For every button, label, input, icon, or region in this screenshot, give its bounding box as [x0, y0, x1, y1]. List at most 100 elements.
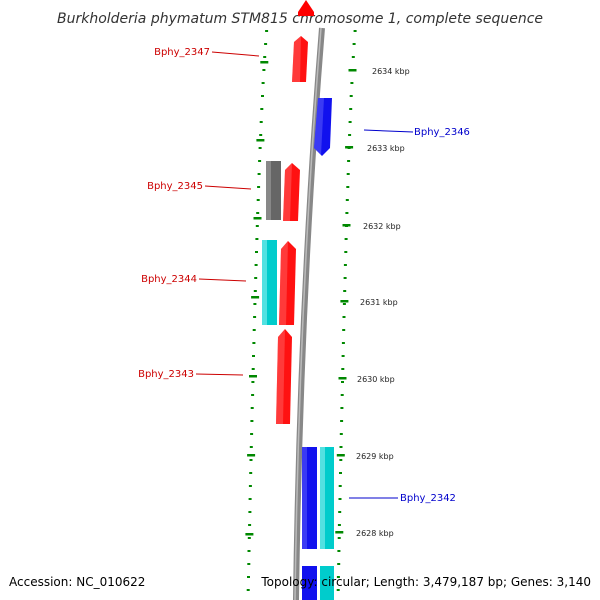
accession-text: Accession: NC_010622 — [9, 575, 145, 589]
right-ring-major-tick — [335, 531, 344, 534]
gene-bphy-2343[interactable] — [276, 329, 292, 424]
left-ring-minor-tick — [249, 446, 253, 448]
left-ring-minor-tick — [261, 95, 264, 97]
right-ring-minor-tick — [338, 485, 342, 487]
right-ring-minor-tick — [349, 108, 353, 110]
right-ring-major-tick — [348, 69, 357, 72]
right-ring-minor-tick — [339, 472, 342, 474]
left-ring-minor-tick — [251, 381, 255, 383]
tick-label: 2634 kbp — [372, 67, 410, 76]
left-ring-minor-tick — [251, 394, 255, 396]
right-ring-minor-tick — [346, 173, 350, 175]
right-ring-major-tick — [345, 146, 354, 149]
right-ring-minor-tick — [340, 420, 344, 422]
gene-bphy-2346[interactable] — [314, 98, 332, 156]
feature-cyan-2344[interactable] — [262, 240, 277, 325]
gene-bottom-partial[interactable] — [302, 566, 334, 600]
left-ring-minor-tick — [253, 290, 257, 292]
right-ring-minor-tick — [341, 381, 344, 383]
left-ring-minor-tick — [264, 43, 268, 45]
left-ring-minor-tick — [252, 329, 256, 331]
label-bphy-2344[interactable]: Bphy_2344 — [141, 274, 247, 285]
left-ring-minor-tick — [261, 82, 265, 84]
gene-label-text[interactable]: Bphy_2343 — [138, 369, 194, 380]
left-ring-major-tick — [260, 61, 269, 64]
label-bphy-2343[interactable]: Bphy_2343 — [138, 369, 244, 380]
left-ring-major-tick — [256, 139, 265, 142]
left-ring-minor-tick — [254, 264, 258, 266]
left-ring-minor-tick — [247, 576, 250, 578]
left-ring-minor-tick — [248, 485, 252, 487]
left-ring-minor-tick — [247, 537, 251, 539]
right-ring-minor-tick — [341, 368, 345, 370]
left-ring-minor-tick — [255, 238, 259, 240]
right-ring-minor-tick — [343, 290, 347, 292]
right-ring-minor-tick — [345, 212, 349, 214]
right-ring-minor-tick — [340, 407, 344, 409]
right-ring-minor-tick — [336, 589, 340, 591]
right-ring-minor-tick — [337, 550, 341, 552]
label-bphy-2342[interactable]: Bphy_2342 — [349, 493, 456, 504]
right-ring-minor-tick — [348, 134, 352, 136]
gene-bphy-2345[interactable] — [283, 163, 300, 221]
right-ring-minor-tick — [349, 95, 353, 97]
left-ring-minor-tick — [262, 69, 266, 71]
left-ring-minor-tick — [265, 30, 269, 32]
left-ring-minor-tick — [249, 459, 253, 461]
right-ring-minor-tick — [338, 498, 342, 500]
gene-label-text[interactable]: Bphy_2346 — [414, 127, 470, 138]
label-bphy-2347[interactable]: Bphy_2347 — [154, 47, 260, 58]
gene-arrow-top[interactable] — [298, 0, 314, 16]
left-ring-minor-tick — [258, 160, 262, 162]
feature-cyan-2342[interactable] — [320, 447, 334, 549]
left-ring-major-tick — [249, 375, 257, 378]
gene-label-text[interactable]: Bphy_2344 — [141, 274, 197, 285]
label-bphy-2345[interactable]: Bphy_2345 — [147, 181, 252, 192]
map-title: Burkholderia phymatum STM815 chromosome … — [57, 11, 543, 27]
gene-label-text[interactable]: Bphy_2347 — [154, 47, 210, 58]
gene-bphy-2347[interactable] — [292, 36, 308, 82]
left-ring-minor-tick — [248, 498, 252, 500]
tick-label: 2633 kbp — [367, 144, 405, 153]
tick-label: 2631 kbp — [360, 298, 398, 307]
right-ring-minor-tick — [346, 186, 350, 188]
tick-label: 2632 kbp — [363, 222, 401, 231]
right-ring-minor-tick — [348, 121, 352, 123]
gene-bphy-2342[interactable] — [302, 447, 317, 549]
right-ring-major-tick — [342, 224, 351, 227]
right-ring-minor-tick — [337, 563, 341, 565]
left-ring-minor-tick — [258, 147, 262, 149]
left-ring-major-tick — [245, 533, 254, 536]
right-ring-major-tick — [340, 300, 349, 303]
left-ring-minor-tick — [246, 589, 250, 591]
label-bphy-2346[interactable]: Bphy_2346 — [363, 127, 470, 138]
left-ring-minor-tick — [260, 108, 264, 110]
right-ring-minor-tick — [352, 43, 356, 45]
topology-text: Topology: circular; Length: 3,479,187 bp… — [260, 575, 591, 589]
right-ring-minor-tick — [351, 56, 355, 58]
right-ring-minor-tick — [338, 511, 342, 513]
right-ring-minor-tick — [343, 264, 347, 266]
right-ring-minor-tick — [339, 446, 343, 448]
gene-bphy-2344[interactable] — [279, 241, 296, 325]
right-ring-minor-tick — [344, 251, 348, 253]
gene-label-text[interactable]: Bphy_2345 — [147, 181, 203, 192]
left-ring-minor-tick — [249, 472, 253, 474]
left-ring-minor-tick — [250, 433, 254, 435]
gene-label-text[interactable]: Bphy_2342 — [400, 493, 456, 504]
chromosome-backbone-highlight — [294, 27, 322, 600]
right-ring-minor-tick — [350, 82, 354, 84]
right-ring-major-tick — [336, 454, 345, 457]
right-ring-minor-tick — [340, 394, 344, 396]
right-ring-minor-tick — [341, 355, 345, 357]
right-ring-minor-tick — [344, 238, 348, 240]
left-ring-minor-tick — [257, 186, 261, 188]
right-ring-minor-tick — [353, 30, 357, 32]
left-ring-minor-tick — [252, 342, 256, 344]
tick-label: 2629 kbp — [356, 452, 394, 461]
left-ring-minor-tick — [259, 121, 263, 123]
right-ring-minor-tick — [347, 160, 351, 162]
right-ring-minor-tick — [342, 303, 346, 305]
feature-gray-2345[interactable] — [266, 161, 281, 220]
